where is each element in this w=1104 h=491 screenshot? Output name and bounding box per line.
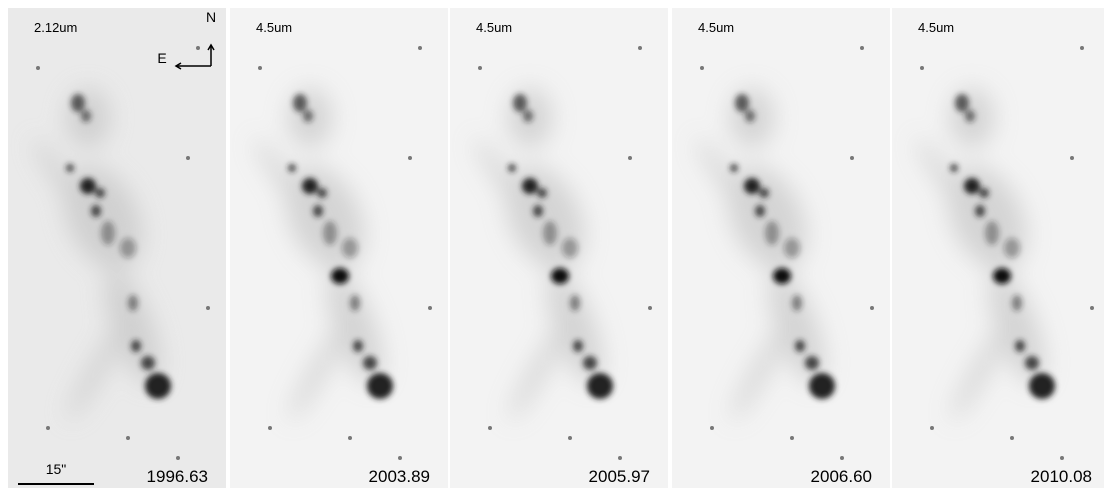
central-source (551, 268, 569, 284)
epoch-label: 2010.08 (1031, 467, 1092, 486)
star (428, 306, 432, 310)
star (568, 436, 572, 440)
page: 2.12um1996.634.5um2003.894.5um2005.974.5… (0, 0, 1104, 491)
star (186, 156, 190, 160)
compass-east: E (157, 50, 166, 66)
star (840, 456, 844, 460)
band-label: 2.12um (34, 20, 77, 35)
star (628, 156, 632, 160)
band-label: 4.5um (256, 20, 292, 35)
star (920, 66, 924, 70)
image-panel: 4.5um 2003.89 (230, 8, 448, 488)
central-source (773, 268, 791, 284)
star (258, 66, 262, 70)
star (408, 156, 412, 160)
star (46, 426, 50, 430)
star (1080, 46, 1084, 50)
star (348, 436, 352, 440)
star (850, 156, 854, 160)
star (268, 426, 272, 430)
star (648, 306, 652, 310)
figure: 2.12um1996.634.5um2003.894.5um2005.974.5… (0, 0, 1104, 491)
star (36, 66, 40, 70)
star (196, 46, 200, 50)
image-panel: 4.5um 2005.97 (450, 8, 668, 488)
star (176, 456, 180, 460)
band-label: 4.5um (918, 20, 954, 35)
star (418, 46, 422, 50)
star (398, 456, 402, 460)
scale-bar-label: 15" (46, 461, 67, 477)
epoch-label: 2005.97 (589, 467, 650, 486)
star (488, 426, 492, 430)
epoch-label: 2006.60 (811, 467, 872, 486)
epoch-label: 1996.63 (147, 467, 208, 486)
epoch-label: 2003.89 (369, 467, 430, 486)
star (618, 456, 622, 460)
star (1070, 156, 1074, 160)
star (1060, 456, 1064, 460)
star (710, 426, 714, 430)
star (206, 306, 210, 310)
image-panel: 4.5um 2006.60 (672, 8, 890, 488)
band-label: 4.5um (476, 20, 512, 35)
star (478, 66, 482, 70)
star (1090, 306, 1094, 310)
star (1010, 436, 1014, 440)
star (860, 46, 864, 50)
band-label: 4.5um (698, 20, 734, 35)
central-source (331, 268, 349, 284)
central-source (993, 268, 1011, 284)
image-panel: 4.5um 2010.08 (892, 8, 1104, 488)
star (126, 436, 130, 440)
star (700, 66, 704, 70)
compass-north: N (206, 9, 216, 25)
star (790, 436, 794, 440)
star (930, 426, 934, 430)
star (638, 46, 642, 50)
star (870, 306, 874, 310)
image-panel: 2.12um 1996.63 (8, 8, 226, 488)
